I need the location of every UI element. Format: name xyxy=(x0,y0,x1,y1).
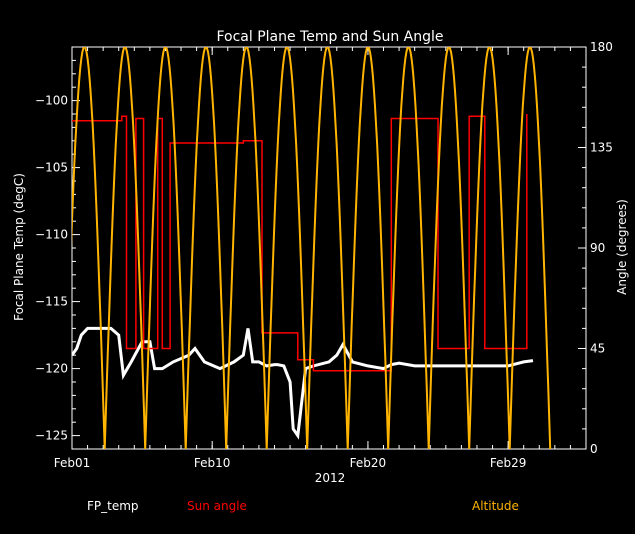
x-axis-label: 2012 xyxy=(315,471,346,485)
legend-altitude: Altitude xyxy=(472,499,519,513)
left-y-tick-label: −120 xyxy=(35,362,68,376)
right-y-tick-label: 45 xyxy=(590,342,605,356)
x-tick-label: Feb10 xyxy=(194,456,231,470)
legend-fp-temp: FP_temp xyxy=(87,499,139,513)
right-y-tick-label: 0 xyxy=(590,442,598,456)
plot-area: Feb01 Feb10 Feb20 Feb29 −100 −105 −110 −115 −120… xyxy=(35,40,613,470)
series-fp-temp xyxy=(72,326,534,440)
left-y-tick-label: −125 xyxy=(35,429,68,443)
right-y-tick-label: 90 xyxy=(590,241,605,255)
series-sun-angle xyxy=(72,114,528,372)
right-axis-label: Angle (degrees) xyxy=(615,199,629,295)
x-tick-label: Feb29 xyxy=(490,456,527,470)
right-y-tick-label: 180 xyxy=(590,40,613,54)
x-tick-label: Feb01 xyxy=(54,456,91,470)
legend-sun-angle: Sun angle xyxy=(187,499,247,513)
left-y-tick-label: −100 xyxy=(35,94,68,108)
chart-title: Focal Plane Temp and Sun Angle xyxy=(216,29,443,45)
left-y-tick-label: −105 xyxy=(35,161,68,175)
series-altitude xyxy=(72,47,552,449)
left-y-tick-label: −110 xyxy=(35,228,68,242)
left-axis-label: Focal Plane Temp (degC) xyxy=(12,173,26,321)
x-tick-label: Feb20 xyxy=(350,456,387,470)
right-y-tick-label: 135 xyxy=(590,141,613,155)
left-y-tick-label: −115 xyxy=(35,295,68,309)
